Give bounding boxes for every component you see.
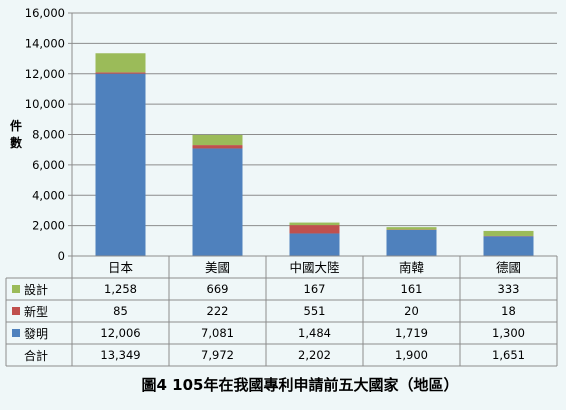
total-value: 13,349: [100, 348, 140, 362]
bar-segment: [484, 236, 534, 256]
legend-key: [12, 307, 20, 315]
y-tick-label: 8,000: [32, 128, 65, 142]
y-axis-label-line-2: 數: [10, 135, 22, 150]
table-value: 167: [304, 282, 326, 296]
total-value: 1,900: [395, 348, 428, 362]
table-value: 1,258: [104, 282, 137, 296]
bar-segment: [193, 145, 243, 148]
x-category-label: 日本: [108, 260, 134, 275]
x-category-label: 美國: [205, 260, 230, 275]
y-tick-label: 14,000: [25, 36, 65, 50]
x-category-label: 德國: [496, 260, 521, 275]
bar-segment: [193, 135, 243, 145]
y-tick-label: 12,000: [25, 67, 65, 81]
figure-caption: 圖4 105年在我國專利申請前五大國家（地區）: [142, 376, 459, 394]
y-tick-label: 10,000: [25, 97, 65, 111]
table-value: 12,006: [100, 326, 140, 340]
table-value: 222: [207, 304, 229, 318]
y-axis-label-line-1: 件: [10, 118, 22, 133]
table-value: 161: [401, 282, 423, 296]
bar-segment: [193, 148, 243, 256]
table-value: 85: [113, 304, 128, 318]
y-tick-label: 16,000: [25, 6, 65, 20]
table-value: 669: [207, 282, 229, 296]
bar-segment: [387, 227, 437, 229]
bar-segment: [290, 233, 340, 256]
table-value: 1,484: [298, 326, 331, 340]
bar-segment: [96, 72, 146, 73]
legend-key: [12, 285, 20, 293]
total-value: 7,972: [201, 348, 234, 362]
y-tick-label: 2,000: [32, 219, 65, 233]
legend-label: 設計: [24, 282, 48, 297]
bar-segment: [96, 53, 146, 72]
table-value: 1,719: [395, 326, 428, 340]
x-category-label: 中國大陸: [289, 260, 339, 275]
table-value: 18: [501, 304, 516, 318]
bar-segment: [484, 231, 534, 236]
legend-key: [12, 329, 20, 337]
table-value: 333: [498, 282, 520, 296]
legend-label: 發明: [24, 326, 48, 341]
y-tick-label: 6,000: [32, 158, 65, 172]
x-category-label: 南韓: [399, 260, 424, 275]
bar-segment: [96, 74, 146, 256]
y-tick-label: 4,000: [32, 188, 65, 202]
bar-segment: [290, 225, 340, 233]
y-tick-label: 0: [58, 249, 65, 263]
y-axis: 0 2,000 4,000 6,000 8,000 10,000 12,000 14,000 1…: [25, 6, 72, 263]
total-value: 1,651: [492, 348, 525, 362]
legend-label: 新型: [24, 304, 48, 319]
total-value: 2,202: [298, 348, 331, 362]
bar-segment: [290, 223, 340, 226]
table-value: 20: [404, 304, 419, 318]
table-value: 1,300: [492, 326, 525, 340]
table-value: 7,081: [201, 326, 234, 340]
bar-segment: [387, 230, 437, 256]
total-label: 合計: [24, 348, 48, 363]
table-value: 551: [304, 304, 326, 318]
